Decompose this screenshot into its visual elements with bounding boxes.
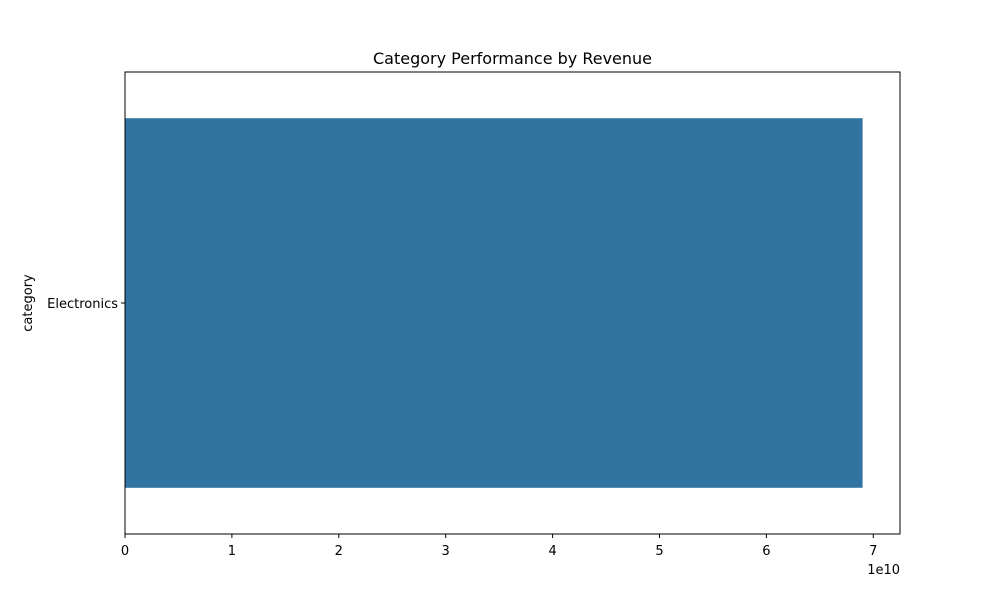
x-tick-label: 6 [762, 544, 770, 559]
x-tick-label: 2 [335, 544, 343, 559]
axes-frame [124, 71, 901, 535]
x-tick-label: 3 [442, 544, 450, 559]
bar [125, 118, 863, 488]
plot-area: Electronics 0 1 2 3 4 5 6 7 [47, 118, 877, 559]
x-tick-label: 7 [869, 544, 877, 559]
x-axis-offset-label: 1e10 [867, 563, 900, 578]
x-tick-label: 0 [121, 544, 129, 559]
x-tick-label: 1 [228, 544, 236, 559]
chart-title: Category Performance by Revenue [373, 49, 652, 68]
x-tick-label: 5 [655, 544, 663, 559]
x-tick-label: 4 [548, 544, 556, 559]
y-axis-label: category [21, 274, 36, 332]
y-tick-label: Electronics [47, 297, 118, 312]
